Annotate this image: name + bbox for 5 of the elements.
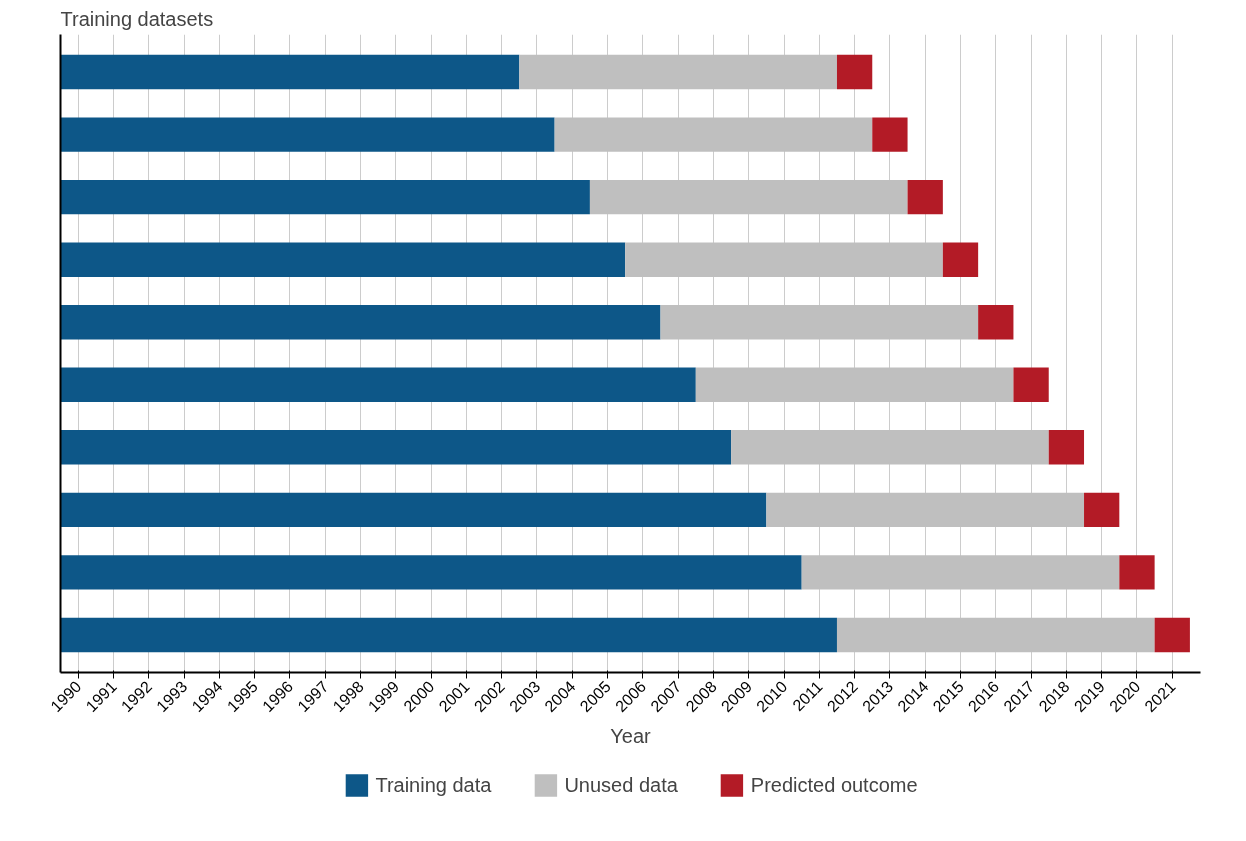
x-axis-title: Year [610,725,652,748]
legend-label: Predicted outcome [750,773,918,797]
legend-label: Unused data [564,773,678,797]
legend-label: Training data [375,773,492,797]
chart-title: Training datasets [60,7,214,30]
